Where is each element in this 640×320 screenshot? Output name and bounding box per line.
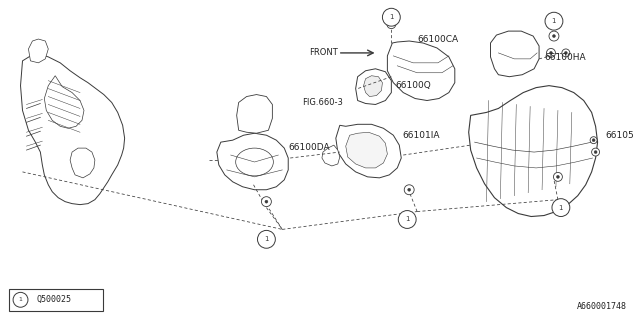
Text: 1: 1 <box>264 236 269 242</box>
Circle shape <box>408 188 411 191</box>
Polygon shape <box>44 76 84 128</box>
Circle shape <box>594 151 597 154</box>
Polygon shape <box>490 31 539 77</box>
Ellipse shape <box>236 148 273 176</box>
Polygon shape <box>364 76 383 97</box>
Text: 66100DA: 66100DA <box>288 143 330 152</box>
Circle shape <box>554 172 563 181</box>
Polygon shape <box>356 69 391 104</box>
Circle shape <box>545 12 563 30</box>
Circle shape <box>552 35 556 37</box>
Text: FIG.660-3: FIG.660-3 <box>302 98 343 107</box>
Polygon shape <box>28 39 48 63</box>
FancyBboxPatch shape <box>8 289 103 311</box>
Polygon shape <box>336 124 401 178</box>
Circle shape <box>590 137 597 144</box>
Polygon shape <box>387 41 455 100</box>
Circle shape <box>552 199 570 217</box>
Circle shape <box>550 52 552 54</box>
Circle shape <box>549 31 559 41</box>
Circle shape <box>383 8 400 26</box>
Circle shape <box>257 230 275 248</box>
Circle shape <box>562 49 570 57</box>
Circle shape <box>547 48 556 57</box>
Text: FRONT: FRONT <box>309 48 338 57</box>
Polygon shape <box>322 145 340 166</box>
Text: Q500025: Q500025 <box>36 295 72 304</box>
Circle shape <box>262 197 271 207</box>
Polygon shape <box>70 148 95 178</box>
Circle shape <box>387 20 396 28</box>
Text: A660001748: A660001748 <box>577 302 627 311</box>
Polygon shape <box>468 86 598 217</box>
Circle shape <box>592 139 595 142</box>
Polygon shape <box>346 132 387 168</box>
Circle shape <box>390 23 393 26</box>
Polygon shape <box>217 133 288 190</box>
Text: 66105: 66105 <box>605 131 634 140</box>
Text: 66100HA: 66100HA <box>544 53 586 62</box>
Circle shape <box>564 52 567 54</box>
Circle shape <box>265 200 268 203</box>
Circle shape <box>556 175 559 178</box>
Text: 66100CA: 66100CA <box>417 35 458 44</box>
Circle shape <box>591 148 600 156</box>
Circle shape <box>13 292 28 307</box>
Text: 1: 1 <box>552 18 556 24</box>
Text: 1: 1 <box>19 297 22 302</box>
Text: 1: 1 <box>559 204 563 211</box>
Circle shape <box>398 211 416 228</box>
Text: 66101IA: 66101IA <box>403 131 440 140</box>
Text: 66100Q: 66100Q <box>396 81 431 90</box>
Text: 1: 1 <box>389 14 394 20</box>
Polygon shape <box>20 53 125 204</box>
Polygon shape <box>237 95 273 133</box>
Text: 1: 1 <box>405 217 410 222</box>
Circle shape <box>404 185 414 195</box>
